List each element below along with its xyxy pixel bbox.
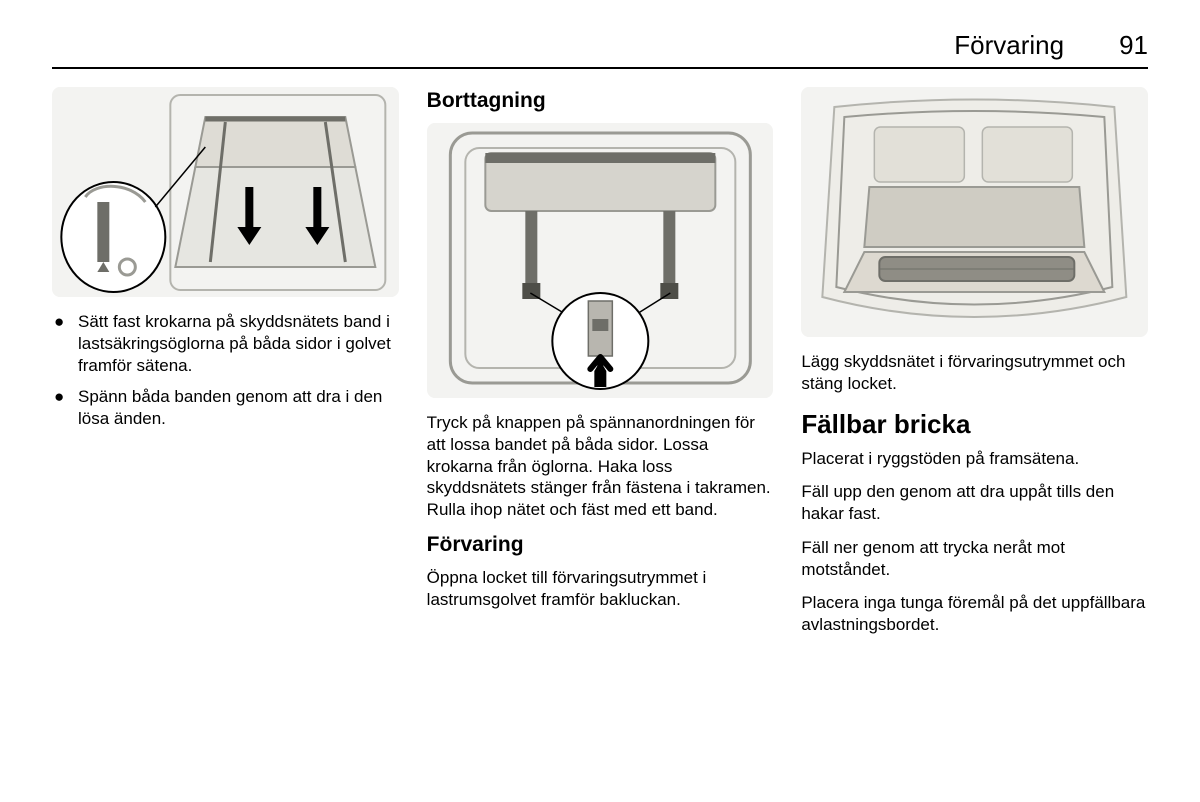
paragraph: Fäll ner genom att trycka neråt mot mots… — [801, 537, 1148, 581]
heading-borttagning: Borttagning — [427, 89, 774, 113]
illustration-col3 — [801, 87, 1148, 337]
paragraph: Tryck på knappen på spännanord­ningen fö… — [427, 412, 774, 521]
column-1: ● Sätt fast krokarna på skyddsnät­ets ba… — [52, 87, 399, 648]
paragraph: Öppna locket till förvaringsutrymmet i l… — [427, 567, 774, 611]
column-3: Lägg skyddsnätet i förvaringsutrym­met o… — [801, 87, 1148, 648]
bullet-icon: ● — [52, 386, 78, 430]
paragraph: Lägg skyddsnätet i förvaringsutrym­met o… — [801, 351, 1148, 395]
bullet-icon: ● — [52, 311, 78, 376]
page-number: 91 — [1119, 30, 1148, 61]
bullet-text: Sätt fast krokarna på skyddsnät­ets band… — [78, 311, 399, 376]
heading-fallbar-bricka: Fällbar bricka — [801, 409, 1148, 440]
illustration-col2 — [427, 123, 774, 398]
paragraph: Placera inga tunga föremål på det uppfäl… — [801, 592, 1148, 636]
paragraph: Placerat i ryggstöden på framsätena. — [801, 448, 1148, 470]
column-2: Borttagning — [427, 87, 774, 648]
page-header: Förvaring 91 — [52, 30, 1148, 69]
bullet-item: ● Sätt fast krokarna på skyddsnät­ets ba… — [52, 311, 399, 376]
bullet-item: ● Spänn båda banden genom att dra i den … — [52, 386, 399, 430]
heading-forvaring: Förvaring — [427, 533, 774, 557]
content-columns: ● Sätt fast krokarna på skyddsnät­ets ba… — [52, 87, 1148, 648]
bullet-list: ● Sätt fast krokarna på skyddsnät­ets ba… — [52, 311, 399, 430]
illustration-col1 — [52, 87, 399, 297]
section-title: Förvaring — [954, 30, 1064, 61]
bullet-text: Spänn båda banden genom att dra i den lö… — [78, 386, 399, 430]
paragraph: Fäll upp den genom att dra uppåt tills d… — [801, 481, 1148, 525]
